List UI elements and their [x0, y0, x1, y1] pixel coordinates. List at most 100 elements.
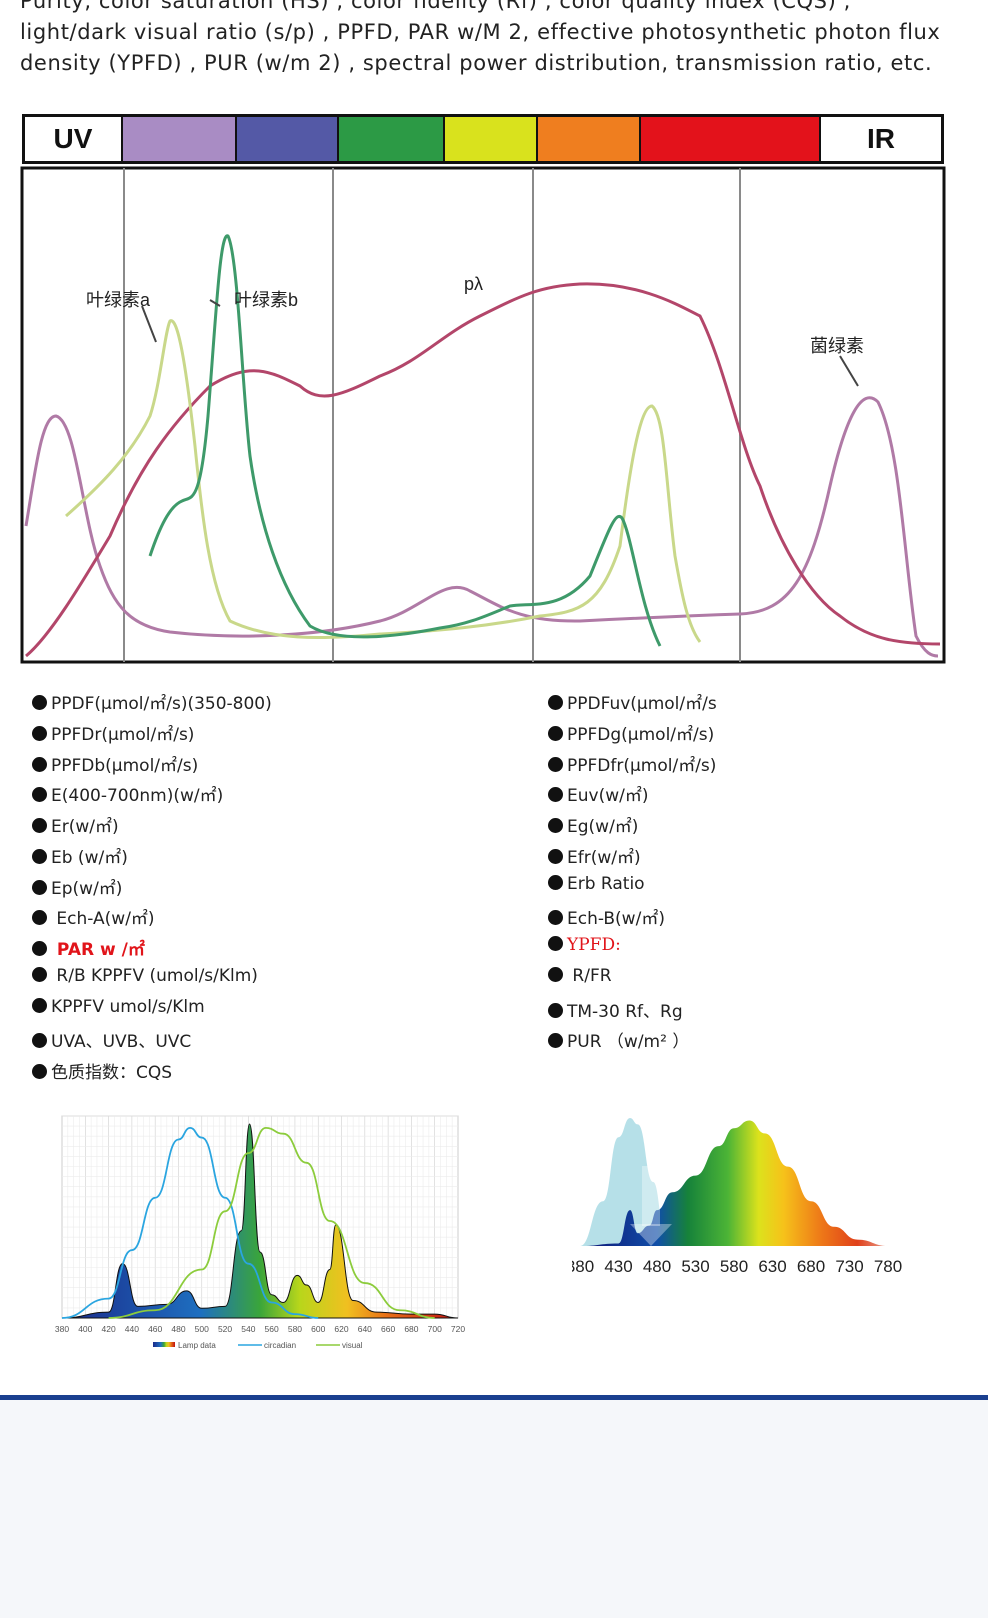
- bullet-icon: [548, 818, 563, 833]
- series-spectrum: [580, 1120, 888, 1246]
- list-item: Efr(w/㎡): [548, 843, 641, 868]
- chart-legend: Lamp data circadian visual: [153, 1341, 363, 1350]
- chlorophyll-b-curve: [148, 234, 662, 647]
- list-item: 色质指数：CQS: [32, 1058, 172, 1083]
- bullet-icon: [32, 941, 47, 956]
- bullet-icon: [32, 998, 47, 1013]
- list-item: Ep(w/㎡): [32, 874, 122, 899]
- x-tick-label: 640: [358, 1324, 372, 1334]
- bullet-icon: [32, 726, 47, 741]
- bullet-icon: [32, 967, 47, 982]
- x-tick-label: 700: [428, 1324, 442, 1334]
- list-item: TM-30 Rf、Rg: [548, 997, 683, 1022]
- x-axis-ticks: 380 430 480 530 580 630 680 730 780: [572, 1257, 902, 1276]
- x-tick-label: 540: [241, 1324, 255, 1334]
- list-item: Euv(w/㎡): [548, 781, 648, 806]
- chl-a-label: 叶绿素a: [86, 290, 151, 310]
- bullet-icon: [32, 1033, 47, 1048]
- x-tick-label: 530: [681, 1257, 709, 1276]
- legend-label: visual: [342, 1341, 363, 1350]
- x-tick-label: 680: [404, 1324, 418, 1334]
- x-tick-label: 380: [55, 1324, 69, 1334]
- p-lambda-label: pλ: [464, 274, 483, 294]
- x-tick-label: 660: [381, 1324, 395, 1334]
- list-item: R/FR: [548, 966, 612, 986]
- list-item: PPFDfr(μmol/㎡/s): [548, 751, 716, 776]
- legend-swatch-lamp: [153, 1342, 175, 1347]
- band-green: [339, 117, 445, 161]
- p-lambda-curve: [25, 282, 941, 658]
- band-orange: [538, 117, 641, 161]
- bullet-icon: [548, 910, 563, 925]
- x-axis-ticks: 380 400 420 440 460 480 500 520 540 560 580 600 620 6…: [55, 1324, 465, 1334]
- absorption-panel: 叶绿素a 叶绿素b pλ 菌绿素: [20, 166, 946, 664]
- list-item: PPFDb(μmol/㎡/s): [32, 751, 198, 776]
- x-tick-label: 630: [758, 1257, 786, 1276]
- chart-series: [61, 1123, 459, 1319]
- band-violet: [123, 117, 237, 161]
- list-item: PPFDg(μmol/㎡/s): [548, 720, 714, 745]
- bullet-icon: [32, 1064, 47, 1079]
- list-item: R/B KPPFV (umol/s/Klm): [32, 966, 258, 986]
- intro-line: density (YPFD) , PUR (w/m 2) , spectral …: [20, 51, 933, 75]
- x-tick-label: 520: [218, 1324, 232, 1334]
- full-spectrum-chart: 380 430 480 530 580 630 680 730 780: [572, 1118, 902, 1276]
- x-tick-label: 730: [835, 1257, 863, 1276]
- bullet-icon: [32, 818, 47, 833]
- series-lamp-data: [61, 1123, 459, 1319]
- x-tick-label: 600: [311, 1324, 325, 1334]
- phytochrome-curve: [24, 396, 939, 658]
- list-item: Eg(w/㎡): [548, 812, 638, 837]
- x-tick-label: 580: [720, 1257, 748, 1276]
- legend-label: Lamp data: [178, 1341, 216, 1350]
- series-circadian: [61, 1126, 319, 1319]
- parameter-list: PPDF(μmol/㎡/s)(350-800) PPFDr(μmol/㎡/s) …: [32, 689, 717, 1083]
- label-leaders: [141, 299, 859, 387]
- bullet-icon: [548, 967, 563, 982]
- bullet-icon: [548, 1033, 563, 1048]
- list-item: PPFDr(μmol/㎡/s): [32, 720, 194, 745]
- bullet-icon: [548, 726, 563, 741]
- bullet-icon: [548, 757, 563, 772]
- bullet-icon: [32, 757, 47, 772]
- down-arrow-icon: [630, 1166, 672, 1246]
- chlorophyll-a-curve: [65, 319, 702, 643]
- bullet-icon: [548, 849, 563, 864]
- legend-label: circadian: [264, 1341, 296, 1350]
- panel-dividers: [123, 168, 741, 662]
- x-tick-label: 480: [171, 1324, 185, 1334]
- x-tick-label: 560: [265, 1324, 279, 1334]
- list-item: PUR （w/m² ）: [548, 1027, 689, 1052]
- band-blue: [237, 117, 339, 161]
- phytochrome-label: 菌绿素: [810, 336, 864, 356]
- list-item: Eb (w/㎡): [32, 843, 128, 868]
- list-item: PPDF(μmol/㎡/s)(350-800): [32, 689, 272, 714]
- chl-b-label: 叶绿素b: [234, 290, 298, 310]
- chart-series: [580, 1118, 888, 1246]
- x-tick-label: 440: [125, 1324, 139, 1334]
- list-item: PPDFuv(μmol/㎡/s: [548, 689, 717, 714]
- bullet-icon: [548, 695, 563, 710]
- list-item: UVA、UVB、UVC: [32, 1027, 191, 1052]
- x-tick-label: 500: [195, 1324, 209, 1334]
- list-item: E(400-700nm)(w/㎡): [32, 781, 223, 806]
- list-item: Ech-B(w/㎡): [548, 904, 665, 929]
- x-tick-label: 720: [451, 1324, 465, 1334]
- list-item: Er(w/㎡): [32, 812, 119, 837]
- panel-frame: [20, 166, 946, 664]
- footer-area: [0, 1400, 988, 1618]
- spectrum-band: UV IR: [22, 114, 944, 164]
- footer-divider: [0, 1395, 988, 1400]
- ir-label: IR: [821, 117, 941, 161]
- bullet-icon: [32, 787, 47, 802]
- x-tick-label: 680: [797, 1257, 825, 1276]
- bullet-icon: [32, 910, 47, 925]
- bullet-icon: [32, 849, 47, 864]
- bullet-icon: [32, 695, 47, 710]
- intro-line: Purity, color saturation (HS) , color fi…: [20, 0, 851, 13]
- intro-line: light/dark visual ratio (s/p) , PPFD, PA…: [20, 20, 941, 44]
- x-tick-label: 430: [604, 1257, 632, 1276]
- intro-paragraph: Purity, color saturation (HS) , color fi…: [20, 0, 980, 79]
- x-tick-label: 400: [78, 1324, 92, 1334]
- uv-label: UV: [25, 117, 123, 161]
